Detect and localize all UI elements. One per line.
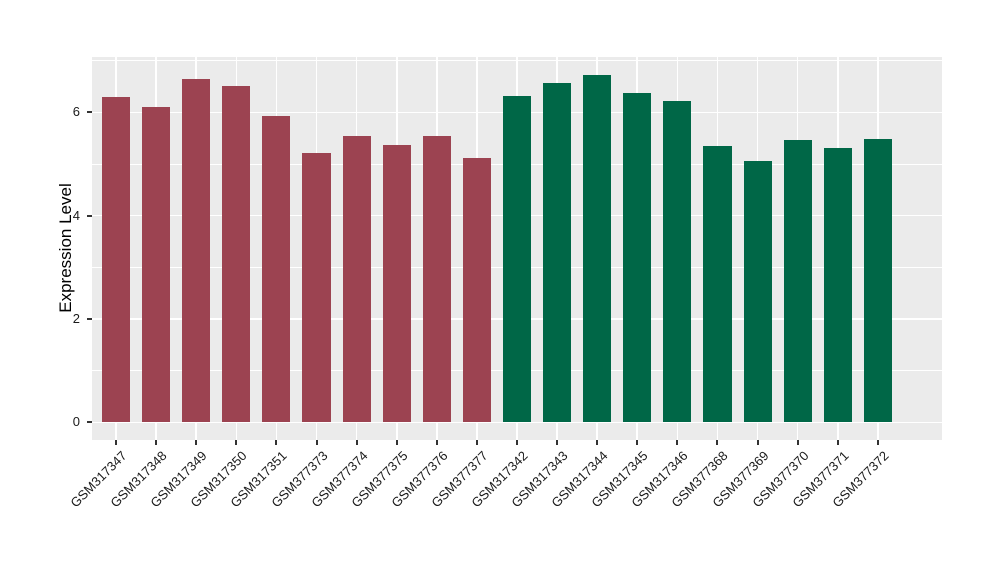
bar-GSM317351 — [262, 116, 291, 423]
bar-GSM377375 — [382, 145, 411, 423]
xtick-mark-GSM317351 — [275, 440, 278, 445]
xtick-mark-GSM377377 — [475, 440, 478, 445]
bar-GSM317350 — [222, 85, 251, 423]
xtick-mark-GSM317349 — [195, 440, 198, 445]
xtick-mark-GSM317345 — [636, 440, 639, 445]
xtick-mark-GSM317348 — [155, 440, 158, 445]
xtick-mark-GSM317343 — [556, 440, 559, 445]
bar-GSM377370 — [783, 140, 812, 423]
ytick-label-0: 0 — [72, 414, 80, 430]
xtick-mark-GSM377372 — [876, 440, 879, 445]
ytick-label-2: 2 — [72, 311, 80, 327]
xtick-mark-GSM317346 — [676, 440, 679, 445]
xtick-mark-GSM377375 — [395, 440, 398, 445]
bar-GSM317345 — [623, 92, 652, 423]
bar-GSM377372 — [863, 139, 892, 423]
xtick-mark-GSM317342 — [516, 440, 518, 445]
xtick-mark-GSM317344 — [596, 440, 599, 445]
xtick-mark-GSM377371 — [836, 440, 839, 445]
bar-GSM317342 — [502, 96, 532, 423]
plot-panel — [87, 57, 942, 445]
bar-GSM377376 — [422, 136, 451, 423]
xtick-mark-GSM377374 — [355, 440, 358, 445]
ytick-mark-4 — [87, 214, 92, 217]
bar-GSM377369 — [743, 161, 772, 423]
xtick-mark-GSM317347 — [115, 440, 118, 445]
xtick-mark-GSM377369 — [756, 440, 759, 445]
bar-GSM377373 — [302, 153, 331, 423]
bar-GSM317347 — [102, 97, 131, 423]
ytick-mark-2 — [87, 318, 92, 321]
bar-GSM377374 — [342, 135, 371, 423]
bar-GSM317346 — [663, 101, 692, 423]
bar-GSM377371 — [823, 147, 852, 423]
xtick-mark-GSM377368 — [716, 440, 719, 445]
ytick-mark-0 — [87, 421, 92, 424]
bar-GSM317349 — [182, 78, 211, 423]
bar-GSM377368 — [703, 146, 732, 423]
bar-GSM317348 — [142, 106, 171, 423]
xtick-mark-GSM377373 — [315, 440, 318, 445]
xtick-mark-GSM377376 — [435, 440, 438, 445]
bar-GSM377377 — [462, 157, 491, 423]
ytick-label-4: 4 — [72, 207, 80, 223]
xtick-mark-GSM317350 — [235, 440, 238, 445]
y-axis: 0 2 4 6 — [0, 57, 86, 440]
x-axis: GSM317347 GSM317348 GSM317349 GSM317350 GSM3… — [67, 440, 942, 570]
ytick-mark-6 — [87, 111, 92, 114]
ytick-label-6: 6 — [72, 104, 80, 120]
bar-GSM317343 — [543, 82, 572, 423]
xtick-mark-GSM377370 — [796, 440, 799, 445]
bar-GSM317344 — [583, 74, 612, 423]
